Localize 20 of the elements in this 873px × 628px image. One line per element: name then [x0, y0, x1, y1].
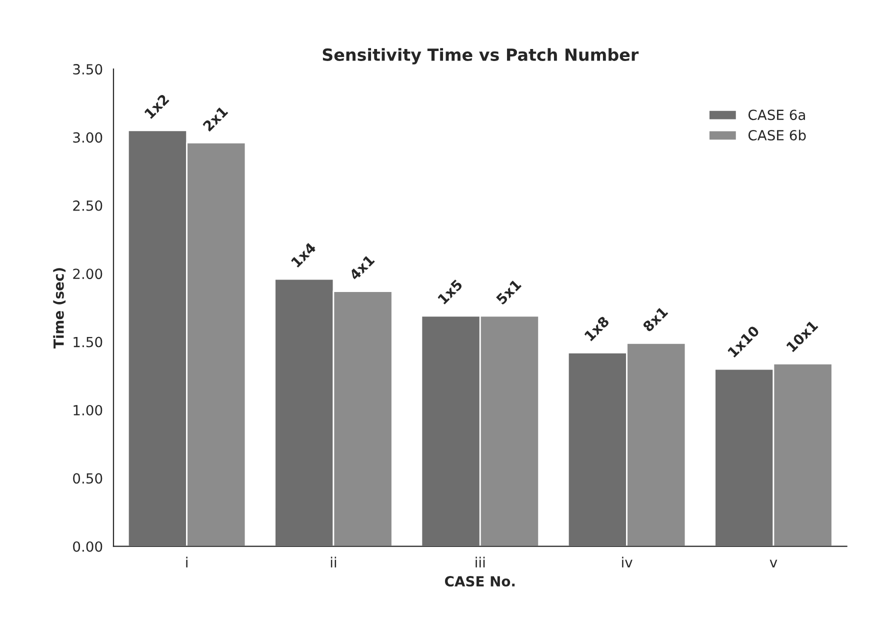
legend-label: CASE 6b	[748, 130, 806, 140]
y-tick-label: 2.00	[73, 268, 102, 280]
x-tick-label: i	[186, 556, 188, 568]
legend-label: CASE 6a	[748, 110, 805, 120]
y-tick-label: 1.00	[74, 404, 102, 416]
y-tick-label: 2.50	[73, 200, 102, 211]
x-tick-label: v	[770, 560, 778, 568]
y-tick-label: 1.50	[74, 336, 102, 348]
y-tick-label: 3.50	[73, 64, 102, 75]
x-tick-label: iii	[476, 556, 485, 568]
x-axis-title: CASE No.	[444, 576, 515, 587]
x-tick-label: ii	[330, 556, 336, 568]
y-tick-label: 0.50	[73, 473, 102, 484]
y-tick-label: 3.00	[73, 132, 102, 143]
y-tick-label: 0.00	[73, 541, 102, 552]
annotation: 4x1	[348, 254, 375, 281]
x-tick-label: iv	[622, 556, 632, 568]
annotation: 8x1	[642, 306, 668, 332]
y-axis-title: Time (sec)	[53, 268, 66, 348]
chart-title: Sensitivity Time vs Patch Number	[322, 48, 639, 64]
